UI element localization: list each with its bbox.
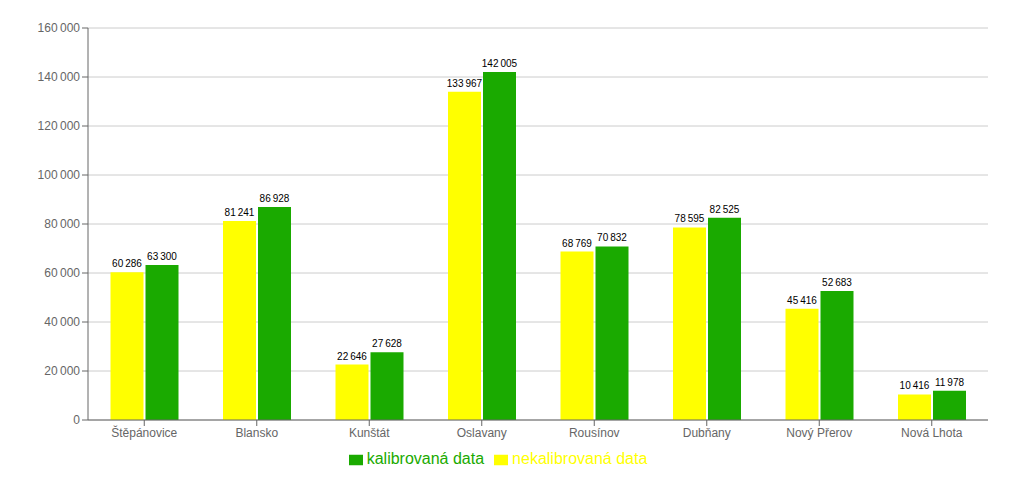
svg-text:60 000: 60 000 [44, 266, 80, 280]
svg-text:81 241: 81 241 [225, 207, 255, 218]
svg-text:Kunštát: Kunštát [349, 426, 390, 440]
svg-text:10 416: 10 416 [900, 380, 930, 391]
svg-text:11 978: 11 978 [935, 377, 965, 388]
svg-text:82 525: 82 525 [710, 204, 740, 215]
svg-text:80 000: 80 000 [44, 217, 80, 231]
svg-text:160 000: 160 000 [38, 21, 81, 35]
svg-text:140 000: 140 000 [38, 70, 81, 84]
svg-text:20 000: 20 000 [44, 364, 80, 378]
svg-text:120 000: 120 000 [38, 119, 81, 133]
svg-text:68 769: 68 769 [562, 238, 592, 249]
svg-text:60 286: 60 286 [112, 258, 142, 269]
svg-text:Dubňany: Dubňany [683, 426, 731, 440]
svg-text:142 005: 142 005 [482, 58, 518, 69]
svg-text:133 967: 133 967 [447, 78, 483, 89]
html-text:kalibrovaná data: kalibrovaná data [366, 450, 485, 467]
svg-text:100 000: 100 000 [38, 168, 81, 182]
svg-text:45 416: 45 416 [787, 295, 817, 306]
svg-text:22 646: 22 646 [337, 351, 367, 362]
svg-text:86 928: 86 928 [260, 193, 290, 204]
svg-text:Nová Lhota: Nová Lhota [901, 426, 963, 440]
svg-text:40 000: 40 000 [44, 315, 80, 329]
svg-text:52 683: 52 683 [822, 277, 852, 288]
svg-text:0: 0 [73, 413, 80, 427]
svg-text:78 595: 78 595 [675, 213, 705, 224]
html-text:nekalibrovaná data: nekalibrovaná data [512, 450, 648, 467]
svg-text:Blansko: Blansko [235, 426, 278, 440]
svg-text:Rousínov: Rousínov [569, 426, 620, 440]
svg-text:70 832: 70 832 [597, 232, 627, 243]
svg-text:27 628: 27 628 [372, 338, 402, 349]
svg-text:63 300: 63 300 [147, 251, 177, 262]
svg-text:Nový Přerov: Nový Přerov [786, 426, 852, 440]
svg-text:Oslavany: Oslavany [457, 426, 507, 440]
svg-text:Štěpánovice: Štěpánovice [111, 425, 177, 440]
